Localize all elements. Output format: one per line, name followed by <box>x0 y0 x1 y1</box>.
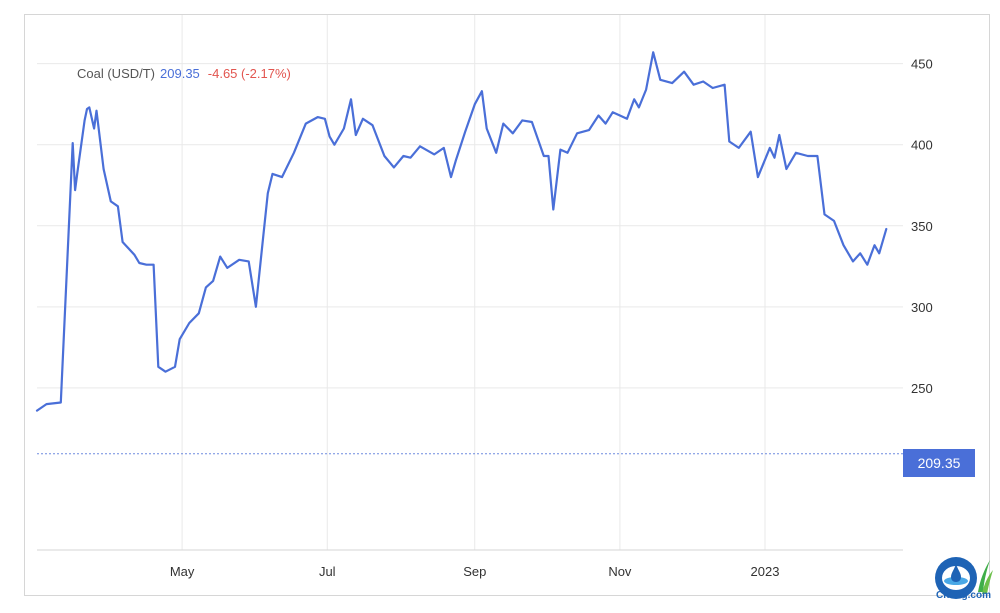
series-line <box>35 51 888 412</box>
logo-text: CnLng.com <box>936 590 991 601</box>
x-tick-label: Jul <box>319 564 336 579</box>
y-tick-label: 450 <box>911 57 933 72</box>
x-tick-label: Nov <box>608 564 632 579</box>
y-tick-label: 250 <box>911 381 933 396</box>
line-chart: 250 300 350 400 450 May Jul Sep Nov 2023 <box>35 15 933 579</box>
instrument-name: Coal (USD/T) <box>77 66 156 81</box>
y-tick-label: 400 <box>911 138 933 153</box>
y-tick-label: 300 <box>911 300 933 315</box>
price-change: -4.65 (-2.17%) <box>207 66 291 81</box>
last-value-badge: 209.35 <box>903 449 975 477</box>
site-logo: CnLng.com <box>926 552 994 608</box>
logo-emblem-icon <box>935 557 993 599</box>
x-tick-label: 2023 <box>751 564 780 579</box>
y-tick-label: 350 <box>911 219 933 234</box>
chart-header: Coal (USD/T) 209.35 -4.65 (-2.17%) <box>77 66 291 81</box>
current-price: 209.35 <box>160 66 200 81</box>
x-tick-label: May <box>170 564 195 579</box>
chart-frame: 250 300 350 400 450 May Jul Sep Nov 2023 Coal (US… <box>24 14 990 596</box>
x-tick-label: Sep <box>463 564 486 579</box>
